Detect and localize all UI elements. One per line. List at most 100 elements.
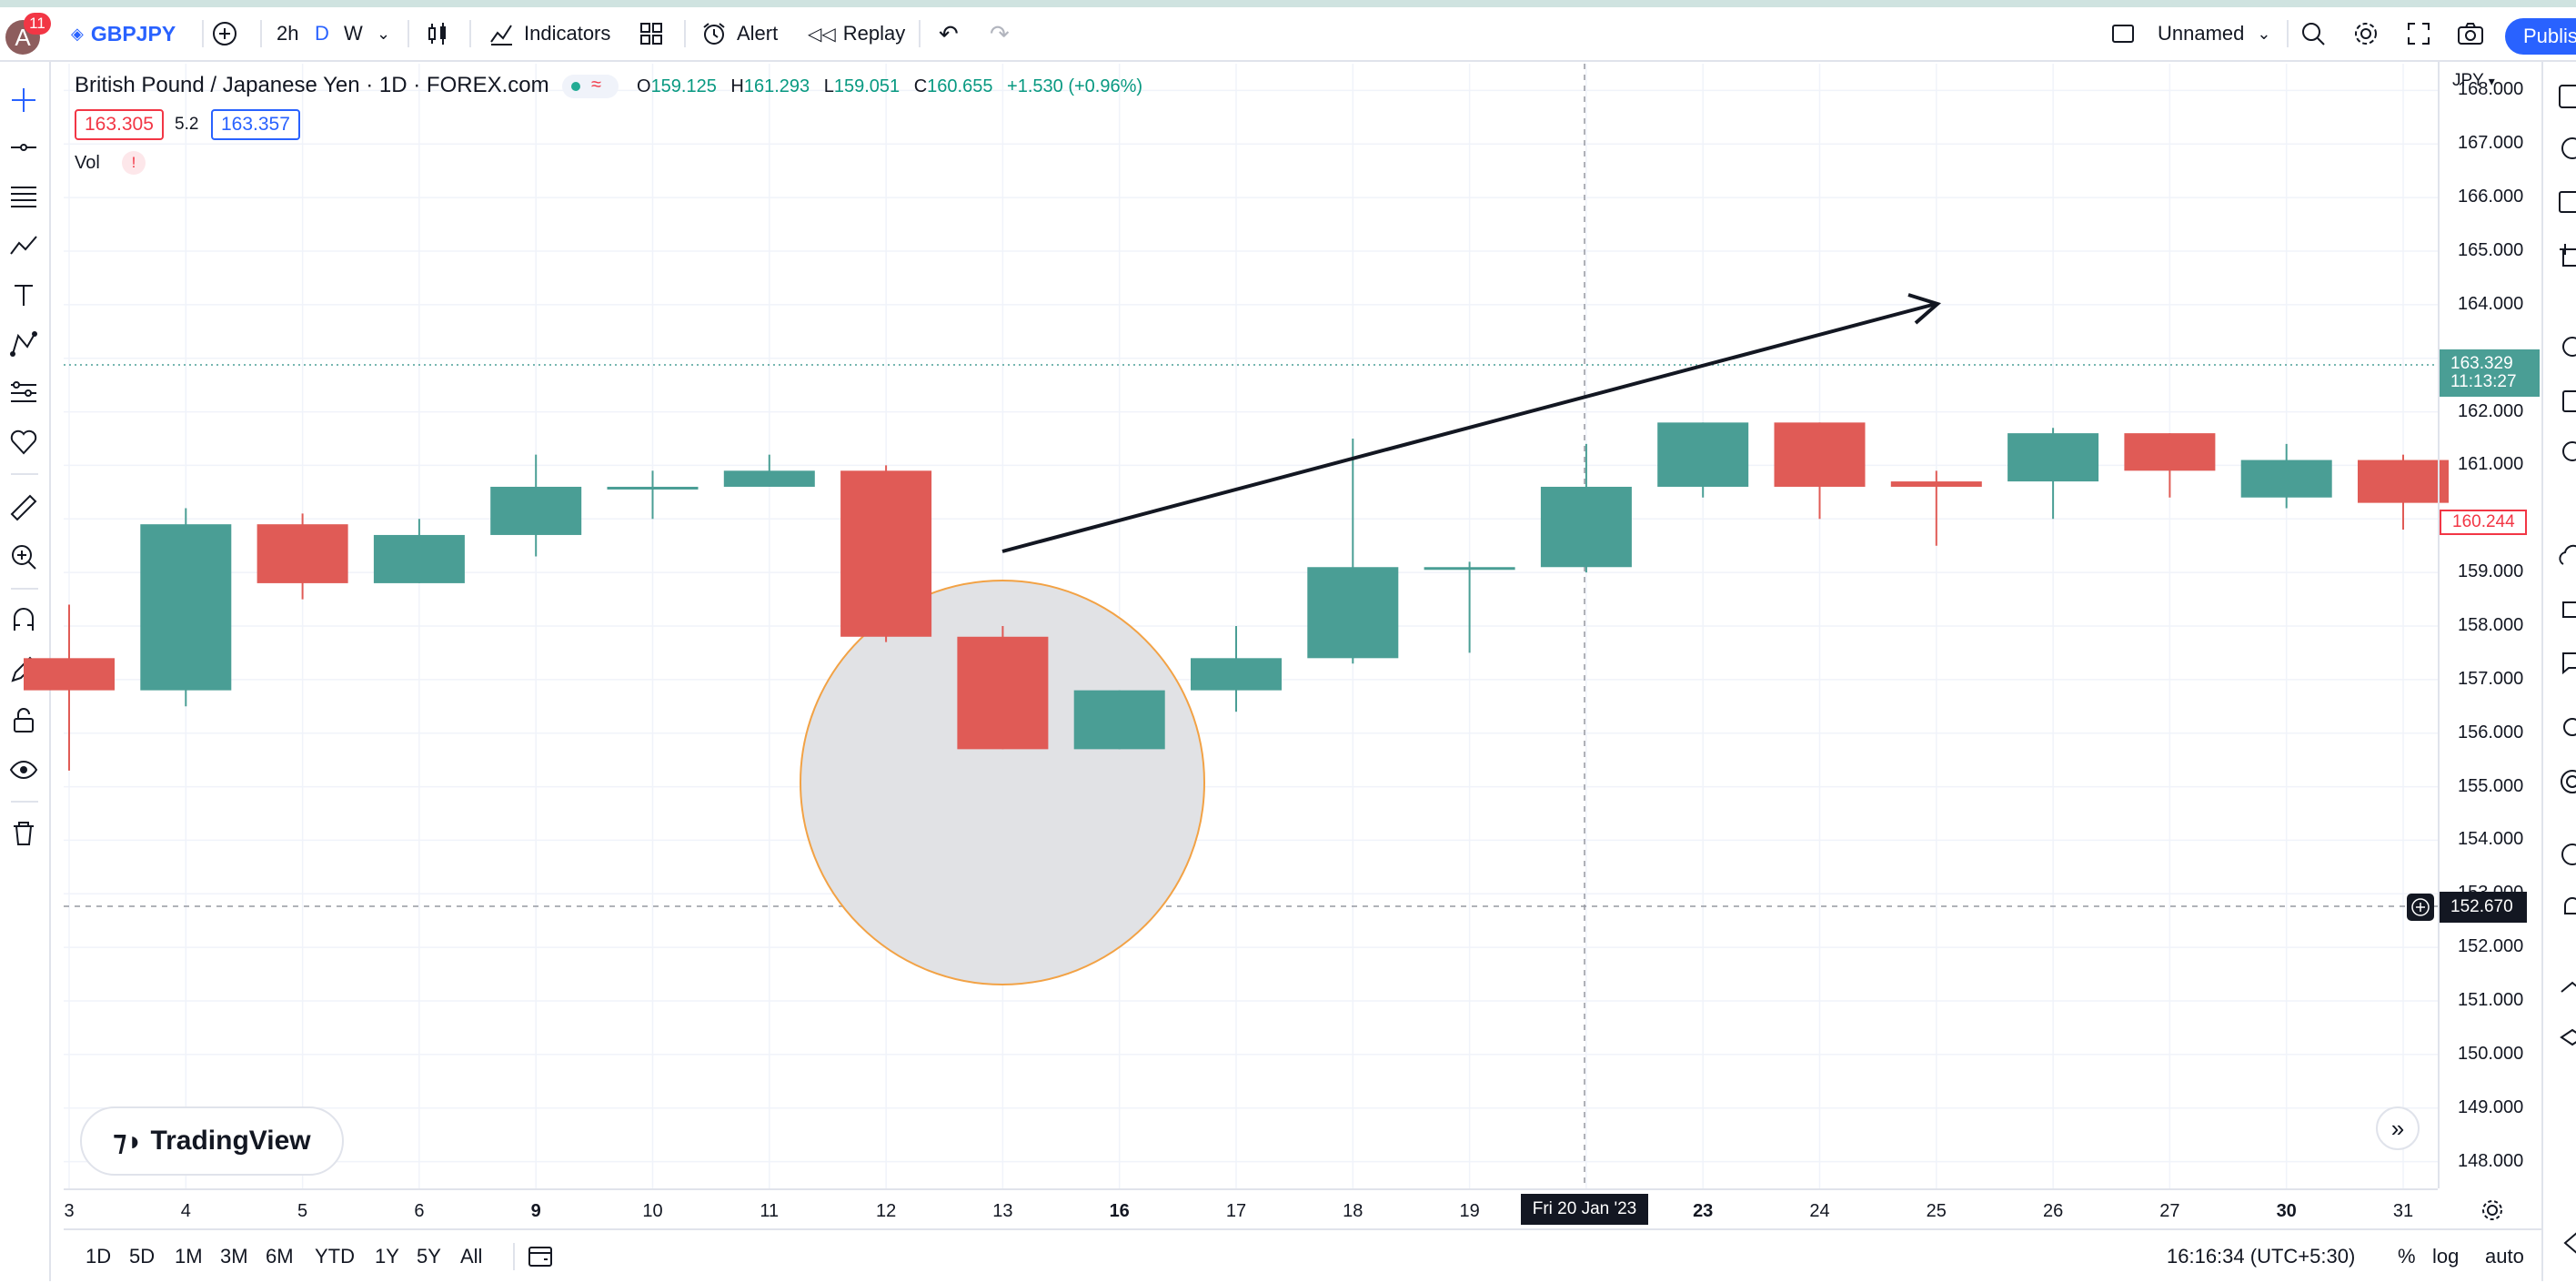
eye-icon[interactable] [7,753,40,786]
magnet-icon[interactable] [7,604,40,637]
buy-button[interactable]: 163.357 [211,109,300,140]
publish-button[interactable]: Publish [2505,18,2576,55]
price-axis[interactable]: JPY ▾ 168.000 167.000 166.000 165.000 164.00… [2438,62,2541,1188]
text-tool-icon[interactable] [7,278,40,311]
candle-9[interactable] [490,454,582,557]
camera-icon[interactable] [2456,7,2485,60]
scroll-to-realtime-icon[interactable]: » [2376,1106,2420,1150]
sell-button[interactable]: 163.305 [75,109,164,140]
symbol-search[interactable]: ◈ GBPJPY [71,7,176,60]
range-1d[interactable]: 1D [86,1245,112,1268]
interval-2h[interactable]: 2h [277,22,299,45]
arrow-trend-line[interactable] [1001,293,1942,553]
auto-toggle[interactable]: auto [2485,1245,2524,1268]
redo-icon[interactable]: ↷ [990,19,1010,47]
chart-type-button[interactable] [424,7,451,60]
replay-button[interactable]: ◁◁ Replay [808,7,905,60]
ruler-icon[interactable] [7,491,40,524]
candle-3[interactable] [24,604,115,771]
trend-line-icon[interactable] [7,131,40,164]
range-ytd[interactable]: YTD [315,1245,355,1268]
interval-d[interactable]: D [315,22,329,45]
candle-23[interactable] [1657,422,1749,498]
forecast-icon[interactable] [7,377,40,409]
range-6m[interactable]: 6M [266,1245,294,1268]
range-3m[interactable]: 3M [220,1245,248,1268]
streams-icon[interactable] [2556,595,2576,622]
layers-icon[interactable] [2556,1025,2576,1052]
range-1y[interactable]: 1Y [375,1245,399,1268]
candle-17[interactable] [1191,626,1282,712]
candle-24[interactable] [1774,422,1866,520]
range-1m[interactable]: 1M [175,1245,203,1268]
candle-16[interactable] [1073,690,1165,750]
currency-menu[interactable]: JPY ▾ [2452,71,2495,91]
messages-icon[interactable] [2556,648,2576,675]
lightbulb-icon[interactable] [2556,715,2576,743]
candle-6[interactable] [373,519,465,583]
interval-chevron-down-icon[interactable]: ⌄ [377,24,391,43]
layout-menu[interactable]: Unnamed ⌄ [2110,7,2270,60]
range-all[interactable]: All [460,1245,483,1268]
collapse-panel-icon[interactable] [2556,1227,2576,1254]
percent-toggle[interactable]: % [2398,1245,2416,1268]
add-alert-plus-icon[interactable] [2407,894,2434,921]
add-note-icon[interactable] [2556,240,2576,268]
broadcast-icon[interactable] [2556,768,2576,795]
candle-18[interactable] [1307,439,1399,664]
candle-19[interactable] [1424,561,1515,653]
lock-icon[interactable] [7,704,40,737]
search-icon[interactable] [2299,7,2327,60]
candle-26[interactable] [2007,428,2099,520]
heart-icon[interactable] [7,426,40,459]
alert-button[interactable]: Alert [700,7,778,60]
volume-label[interactable]: Vol [75,153,100,173]
pattern-icon[interactable] [7,229,40,262]
clock-timezone[interactable]: 16:16:34 (UTC+5:30) [2167,1245,2356,1268]
calendar-icon[interactable] [2556,386,2576,413]
candle-4[interactable] [140,508,232,707]
gear-icon[interactable] [2352,7,2380,60]
candle-27[interactable] [2124,433,2216,498]
candle-11[interactable] [723,454,815,487]
candle-10[interactable] [607,470,699,520]
time-axis[interactable]: 3 4 5 6 9 10 11 12 13 16 17 18 19 23 24 25 26 27 30 31 Fri … [64,1188,2438,1228]
candle-30[interactable] [2240,443,2332,509]
crosshair-icon[interactable] [7,84,40,116]
trash-icon[interactable] [7,817,40,850]
chat-icon[interactable] [2556,439,2576,466]
warning-icon[interactable]: ! [122,151,146,175]
go-to-date-icon[interactable] [526,1241,555,1275]
projection-icon[interactable] [7,328,40,360]
undo-icon[interactable]: ↶ [939,19,959,47]
market-status[interactable]: ≈ [562,75,619,98]
candle-25[interactable] [1890,470,1982,546]
compare-add-button[interactable] [211,7,238,60]
fib-lines-icon[interactable] [7,180,40,213]
cloud-icon[interactable] [2556,542,2576,570]
watchlist-icon[interactable] [2556,82,2576,109]
candle-20[interactable] [1540,443,1632,573]
notification-badge[interactable]: 11 [24,13,51,35]
interval-w[interactable]: W [344,22,363,45]
templates-button[interactable] [639,7,664,60]
alerts-icon[interactable] [2556,135,2576,162]
candle-12[interactable] [840,465,932,642]
candle-31[interactable] [2358,454,2449,530]
indicators-button[interactable]: Indicators [488,7,610,60]
tradingview-logo[interactable]: ⁊◗ TradingView [80,1106,344,1176]
axis-settings-gear-icon[interactable] [2474,1192,2511,1228]
notifications-icon[interactable] [2556,894,2576,921]
range-5d[interactable]: 5D [129,1245,156,1268]
candle-5[interactable] [257,513,348,600]
collapse-up-icon[interactable] [2556,972,2576,999]
news-icon[interactable] [2556,187,2576,215]
chart-title[interactable]: British Pound / Japanese Yen · 1D · FORE… [75,73,549,97]
fullscreen-icon[interactable] [2405,7,2432,60]
highlight-circle[interactable] [800,580,1205,985]
range-5y[interactable]: 5Y [417,1245,441,1268]
candle-13[interactable] [957,626,1049,750]
zoom-in-icon[interactable] [7,540,40,573]
log-toggle[interactable]: log [2432,1245,2460,1268]
